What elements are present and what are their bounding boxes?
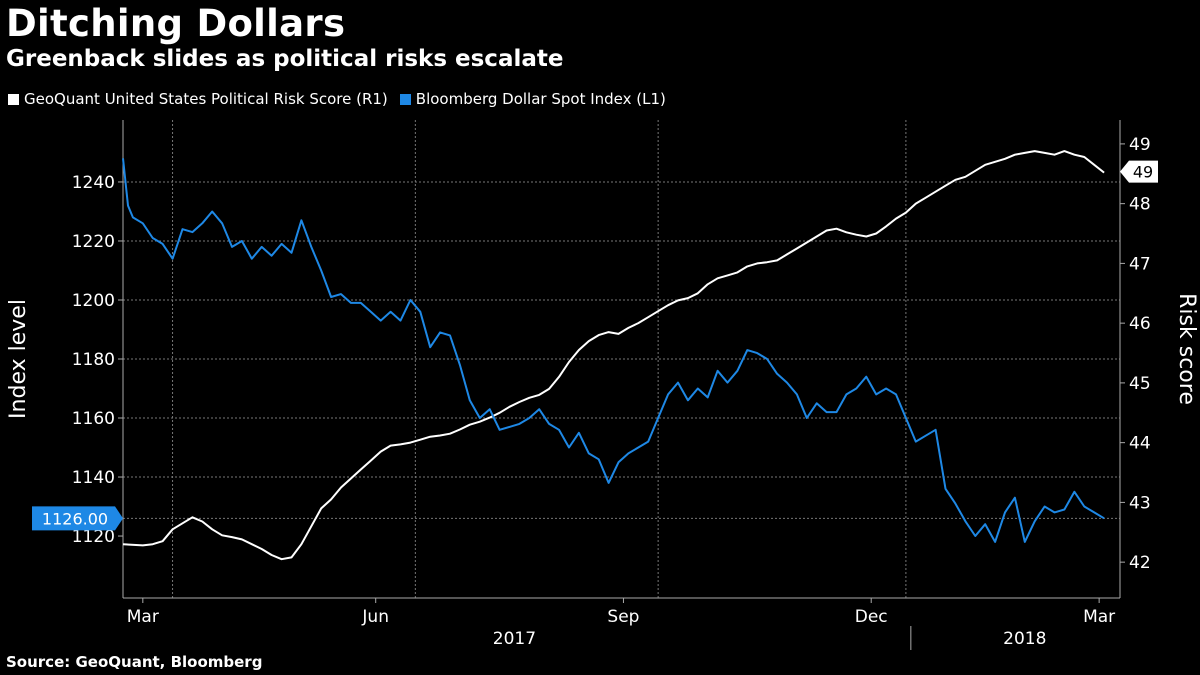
x-year-label: 2017 xyxy=(493,629,536,649)
x-tick-label: Mar xyxy=(127,607,159,627)
left-tick-label: 1160 xyxy=(72,409,115,429)
right-tick-label: 46 xyxy=(1129,314,1151,334)
left-tick-label: 1220 xyxy=(72,232,115,252)
legend-label-risk-score: GeoQuant United States Political Risk Sc… xyxy=(24,90,388,108)
left-tick-label: 1200 xyxy=(72,291,115,311)
last-value-tag-left xyxy=(32,506,123,531)
right-tick-label: 48 xyxy=(1129,195,1151,215)
x-tick-label: Jun xyxy=(361,607,389,627)
x-tick-label: Mar xyxy=(1083,607,1115,627)
left-tick-label: 1120 xyxy=(72,527,115,547)
right-tick-label: 43 xyxy=(1129,493,1151,513)
x-tick-label: Sep xyxy=(607,607,639,627)
series-line-dollar-index xyxy=(122,158,1105,543)
last-value-label-left: 1126.00 xyxy=(42,509,108,528)
legend-swatch-white xyxy=(8,93,19,105)
legend-item-dollar-index: Bloomberg Dollar Spot Index (L1) xyxy=(399,90,666,108)
legend: GeoQuant United States Political Risk Sc… xyxy=(8,90,678,108)
chart-title: Ditching Dollars xyxy=(6,2,346,45)
legend-label-dollar-index: Bloomberg Dollar Spot Index (L1) xyxy=(415,90,666,108)
left-tick-label: 1180 xyxy=(72,350,115,370)
source-note: Source: GeoQuant, Bloomberg xyxy=(6,653,263,671)
last-value-label-right: 49 xyxy=(1133,163,1153,182)
left-tick-label: 1140 xyxy=(72,468,115,488)
series-line-risk-score xyxy=(122,150,1105,561)
left-tick-label: 1240 xyxy=(72,173,115,193)
legend-swatch-blue xyxy=(399,93,411,105)
legend-item-risk-score: GeoQuant United States Political Risk Sc… xyxy=(8,90,388,108)
right-tick-label: 42 xyxy=(1129,553,1151,573)
right-tick-label: 45 xyxy=(1129,374,1151,394)
right-tick-label: 47 xyxy=(1129,254,1151,274)
chart-subtitle: Greenback slides as political risks esca… xyxy=(6,46,564,72)
x-tick-label: Dec xyxy=(855,607,888,627)
last-value-tag-right xyxy=(1120,160,1158,183)
right-tick-label: 44 xyxy=(1129,434,1151,454)
left-axis-title: Index level xyxy=(6,299,31,419)
right-tick-label: 49 xyxy=(1129,135,1151,155)
right-axis-title: Risk score xyxy=(1174,293,1199,405)
x-year-label: 2018 xyxy=(1003,629,1046,649)
